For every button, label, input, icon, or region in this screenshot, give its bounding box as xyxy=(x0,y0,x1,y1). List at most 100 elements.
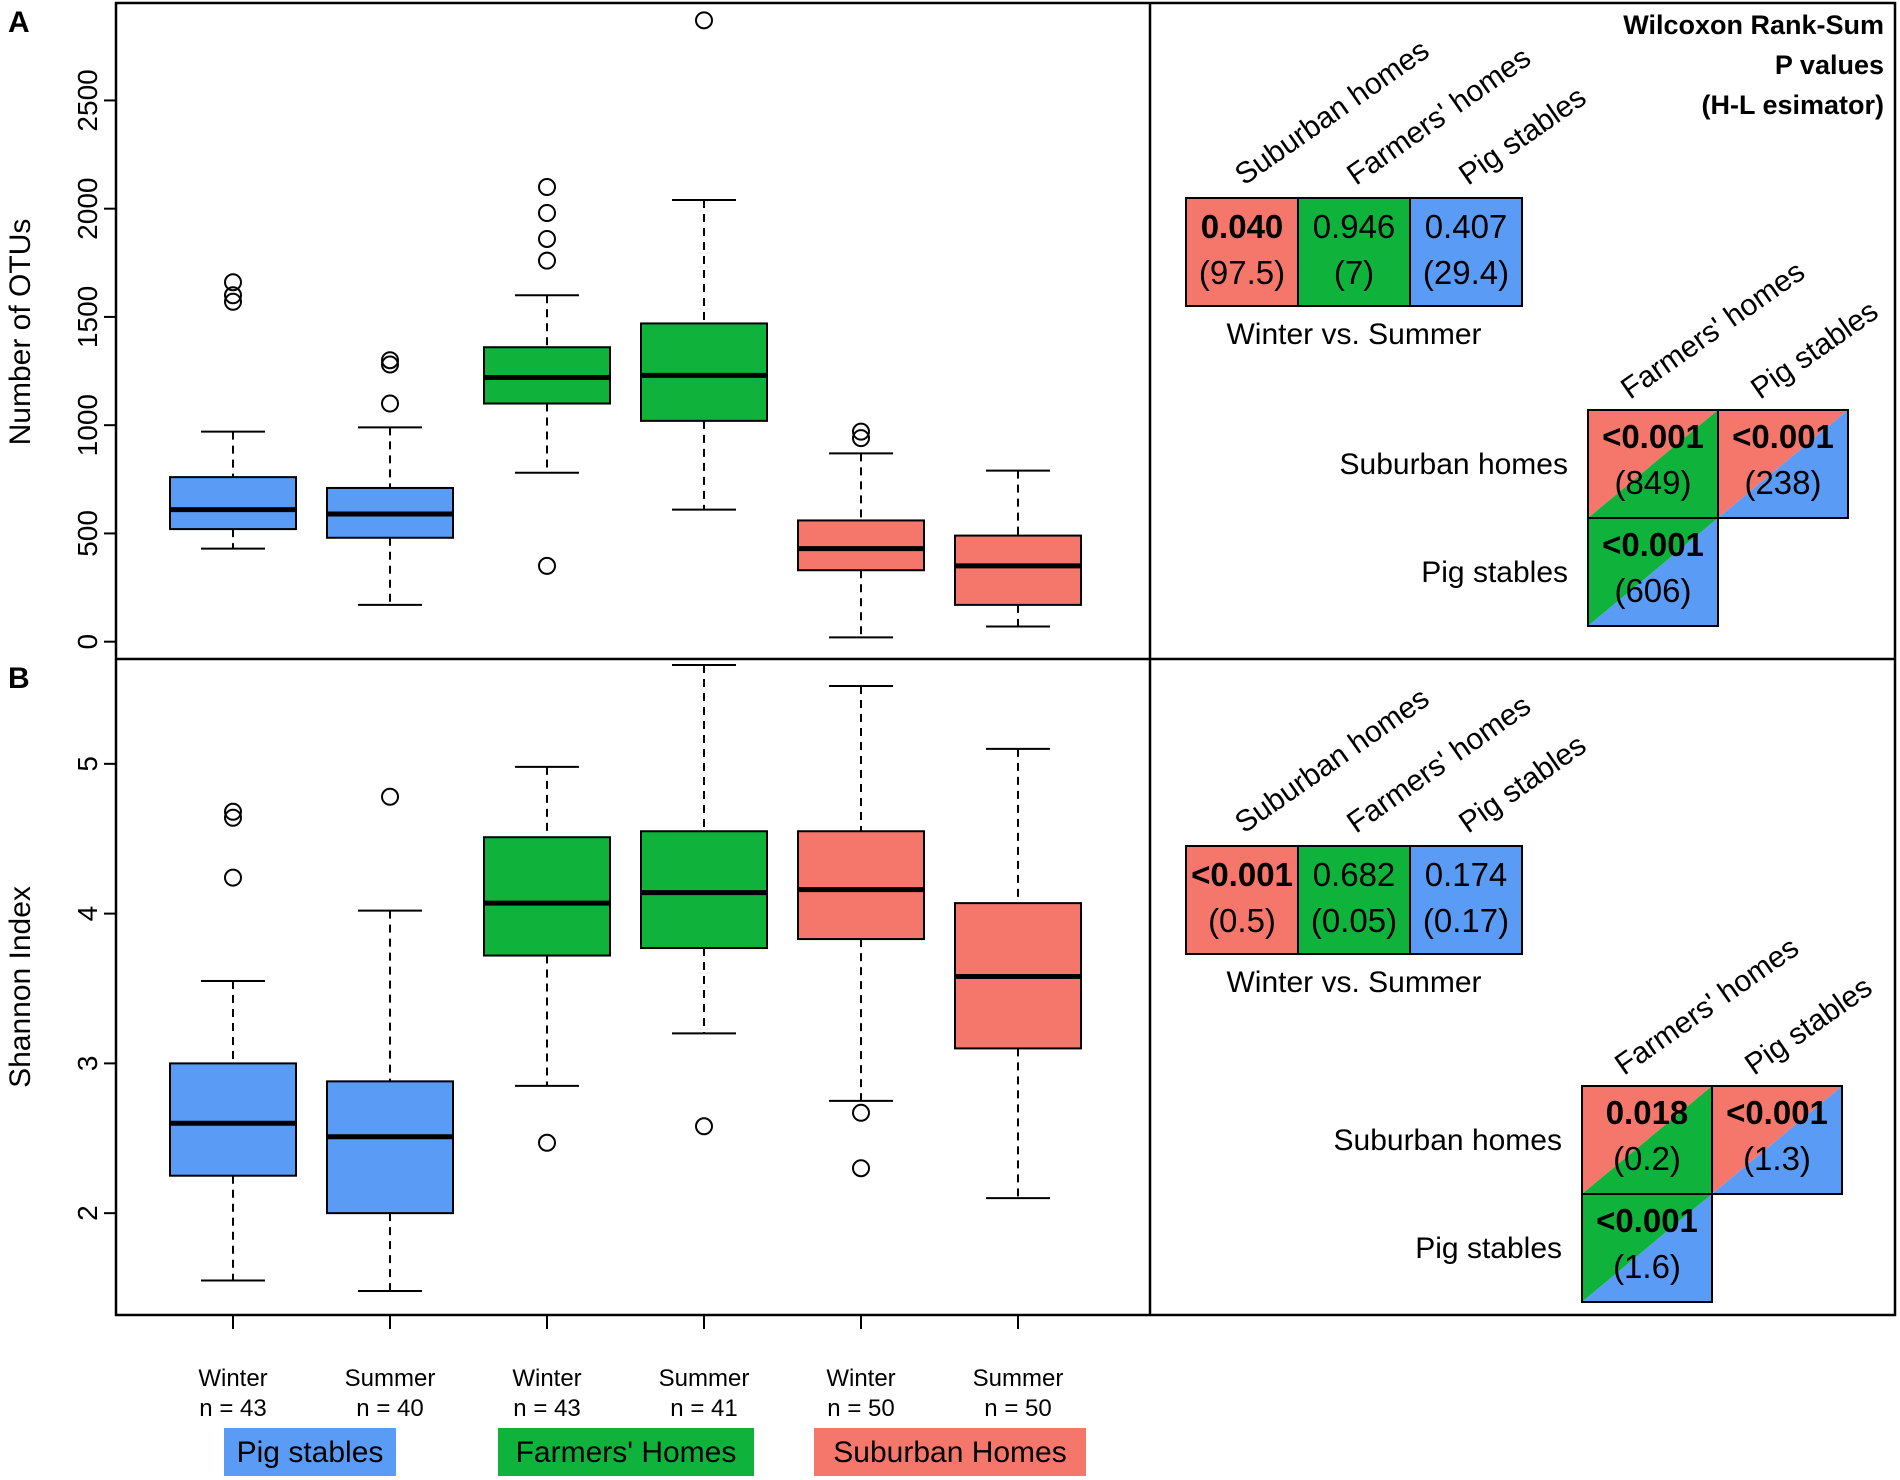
ws-cell xyxy=(1297,845,1411,955)
pw-estimate: (1.3) xyxy=(1743,1140,1811,1177)
ws-column-header: Farmers' homes xyxy=(1341,41,1537,192)
ws-p-value: 0.407 xyxy=(1425,208,1508,245)
pw-p-value: 0.018 xyxy=(1606,1094,1689,1131)
legend-farmers-homes-swatch xyxy=(498,1428,754,1476)
boxplot-otus: 0 500 1000 1500 2000 2500 xyxy=(72,11,1082,650)
group-season-label: Winter xyxy=(198,1365,267,1392)
box-pig-stables-summer xyxy=(326,1080,454,1215)
outlier-pig-stables-summer xyxy=(381,351,399,370)
outlier-pig-stables-winter xyxy=(224,808,242,827)
group-season-label: Summer xyxy=(345,1365,436,1392)
group-season-label: Summer xyxy=(659,1365,750,1392)
pw-p-value: <0.001 xyxy=(1602,418,1704,455)
outlier-pig-stables-winter xyxy=(224,868,242,887)
y-tick-label: 3 xyxy=(72,1056,103,1072)
box-farmers-homes-summer xyxy=(640,830,768,950)
outlier-pig-stables-winter xyxy=(224,802,242,821)
group-season-label: Winter xyxy=(826,1365,895,1392)
outlier-suburban-homes-winter xyxy=(852,1103,870,1122)
y-axis-label-b: Shannon Index xyxy=(4,886,37,1088)
panel-label-b: B xyxy=(8,662,30,695)
outlier-farmers-homes-winter xyxy=(538,229,556,248)
pw-cell-border xyxy=(1717,409,1849,519)
group-n-label: n = 50 xyxy=(827,1395,894,1422)
ws-cell xyxy=(1409,845,1523,955)
pw-cell-border xyxy=(1587,517,1719,627)
outlier-farmers-homes-winter xyxy=(538,204,556,223)
ws-cell xyxy=(1185,197,1299,307)
outlier-farmers-homes-winter xyxy=(538,1133,556,1152)
box-suburban-homes-summer xyxy=(954,534,1082,606)
pw-cell-border xyxy=(1581,1193,1713,1303)
outlier-farmers-homes-summer xyxy=(695,1117,713,1136)
ws-estimate: (0.17) xyxy=(1423,902,1509,939)
ws-column-header: Farmers' homes xyxy=(1341,689,1537,840)
y-tick-label: 4 xyxy=(72,906,103,922)
box-pig-stables-winter xyxy=(169,476,297,531)
ws-p-value: 0.946 xyxy=(1313,208,1396,245)
ws-estimate: (7) xyxy=(1334,254,1374,291)
pw-cell-border xyxy=(1711,1085,1843,1195)
y-tick-label: 0 xyxy=(72,634,103,650)
outlier-pig-stables-summer xyxy=(381,355,399,374)
legend-suburban-homes: Suburban Homes xyxy=(833,1436,1066,1469)
ws-p-value: <0.001 xyxy=(1191,856,1293,893)
outlier-farmers-homes-summer xyxy=(695,11,713,30)
stats-title-line-2: P values xyxy=(1775,50,1884,80)
pw-p-value: <0.001 xyxy=(1602,526,1704,563)
pw-row-header: Pig stables xyxy=(1421,556,1568,589)
ws-estimate: (97.5) xyxy=(1199,254,1285,291)
pw-estimate: (849) xyxy=(1614,464,1691,501)
pw-estimate: (606) xyxy=(1614,572,1691,609)
outlier-suburban-homes-winter xyxy=(852,1159,870,1178)
outlier-suburban-homes-winter xyxy=(852,422,870,441)
ws-cell xyxy=(1297,197,1411,307)
ws-p-value: 0.174 xyxy=(1425,856,1508,893)
box-farmers-homes-winter xyxy=(483,836,611,957)
ws-p-value: 0.040 xyxy=(1201,208,1284,245)
outlier-farmers-homes-winter xyxy=(538,251,556,270)
ws-p-value: 0.682 xyxy=(1313,856,1396,893)
pw-p-value: <0.001 xyxy=(1596,1202,1698,1239)
legend-pig-stables-swatch xyxy=(224,1428,396,1476)
y-tick-label: 1000 xyxy=(72,394,103,456)
y-tick-label: 2000 xyxy=(72,178,103,240)
ws-cell xyxy=(1185,845,1299,955)
box-suburban-homes-winter xyxy=(797,830,925,941)
ws-estimate: (0.5) xyxy=(1208,902,1276,939)
pw-row-header: Pig stables xyxy=(1415,1232,1562,1265)
outlier-farmers-homes-winter xyxy=(538,178,556,197)
ws-label: Winter vs. Summer xyxy=(1226,966,1481,999)
pw-p-value: <0.001 xyxy=(1732,418,1834,455)
pw-row-header: Suburban homes xyxy=(1334,1124,1563,1157)
stats-title-line-1: Wilcoxon Rank-Sum xyxy=(1623,10,1884,40)
ws-label: Winter vs. Summer xyxy=(1226,318,1481,351)
y-tick-label: 2500 xyxy=(72,69,103,131)
outlier-pig-stables-winter xyxy=(224,273,242,292)
stats-panel-b: Suburban homes Farmers' homes Pig stables <… xyxy=(1185,682,1878,1303)
outlier-suburban-homes-winter xyxy=(852,429,870,448)
pw-cell-triangle-lower xyxy=(1718,410,1848,518)
ws-estimate: (0.05) xyxy=(1311,902,1397,939)
pw-estimate: (0.2) xyxy=(1613,1140,1681,1177)
legend-farmers-homes: Farmers' Homes xyxy=(516,1436,737,1469)
group-season-label: Summer xyxy=(973,1365,1064,1392)
box-pig-stables-winter xyxy=(169,1062,297,1177)
pw-cell-triangle-lower xyxy=(1582,1194,1712,1302)
panel-label-a: A xyxy=(8,6,30,39)
box-farmers-homes-summer xyxy=(640,322,768,422)
box-suburban-homes-winter xyxy=(797,519,925,572)
y-tick-label: 1500 xyxy=(72,286,103,348)
y-tick-label: 500 xyxy=(72,510,103,557)
pw-estimate: (238) xyxy=(1744,464,1821,501)
pw-cell-triangle-lower xyxy=(1588,518,1718,626)
outlier-pig-stables-summer xyxy=(381,394,399,413)
pw-cell-triangle-lower xyxy=(1588,410,1718,518)
pw-row-header: Suburban homes xyxy=(1340,448,1569,481)
ws-column-header: Suburban homes xyxy=(1229,34,1435,192)
ws-estimate: (29.4) xyxy=(1423,254,1509,291)
group-season-label: Winter xyxy=(512,1365,581,1392)
ws-cell xyxy=(1409,197,1523,307)
